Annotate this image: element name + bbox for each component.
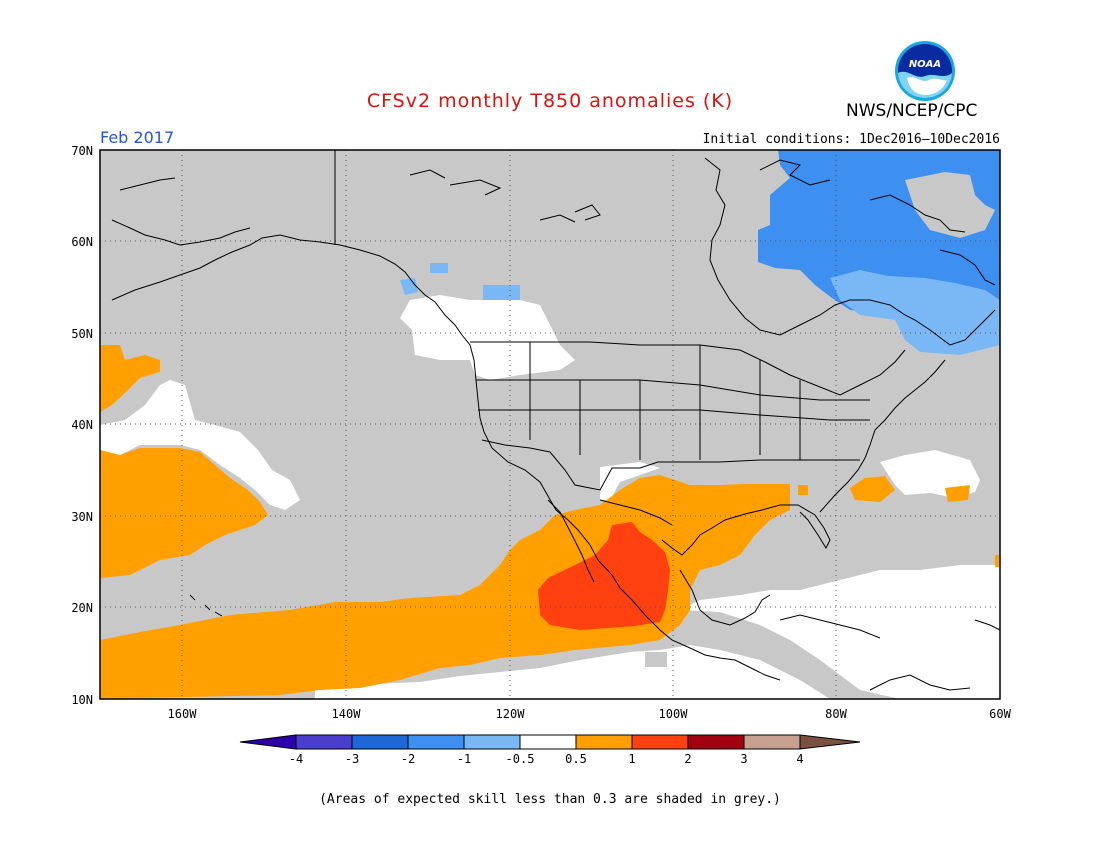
lat-label: 30N [71,510,93,524]
map-frame [99,149,1001,700]
colorbar-segment [575,734,633,750]
colorbar-label: 2 [684,752,691,766]
map-title: CFSv2 monthly T850 anomalies (K) [366,90,734,112]
colorbar-segment [295,734,353,750]
lat-label: 60N [71,235,93,249]
colorbar-label: 3 [740,752,747,766]
valid-month-label: Feb 2017 [100,128,175,147]
colorbar: -4 -3 -2 -1 -0.5 0.5 1 2 3 4 [239,734,861,766]
negative-anomaly-regions [400,150,1000,355]
neutral-regions [100,295,1000,699]
colorbar-segment [743,734,801,750]
colorbar-label: 0.5 [565,752,587,766]
colorbar-segment [407,734,465,750]
colorbar-segment [351,734,409,750]
initial-conditions-label: Initial conditions: 1Dec2016–10Dec2016 [702,132,1000,147]
latitude-labels: 70N 60N 50N 40N 30N 20N 10N [71,144,93,707]
colorbar-label: -4 [289,752,303,766]
lat-label: 20N [71,601,93,615]
colorbar-label: -1 [457,752,471,766]
lat-label: 50N [71,327,93,341]
political-boundaries [334,150,906,526]
colorbar-segment [687,734,745,750]
colorbar-label: -3 [345,752,359,766]
graticule [100,150,1000,699]
colorbar-label: -2 [401,752,415,766]
lat-label: 70N [71,144,93,158]
lon-label: 100W [659,707,689,721]
noaa-logo: NOAA [895,41,955,101]
lat-label: 10N [71,693,93,707]
logo-text: NOAA [909,59,941,70]
coastlines [111,157,1001,691]
lon-label: 120W [496,707,526,721]
lon-label: 140W [332,707,362,721]
skill-footnote: (Areas of expected skill less than 0.3 a… [319,792,781,807]
colorbar-segment [463,734,521,750]
lon-label: 60W [989,707,1011,721]
lon-label: 160W [168,707,198,721]
colorbar-label: 1 [628,752,635,766]
lat-label: 40N [71,418,93,432]
colorbar-label: -0.5 [506,752,535,766]
longitude-labels: 160W 140W 120W 100W 80W 60W [168,707,1012,721]
colorbar-segment [799,734,861,750]
colorbar-segment [631,734,689,750]
colorbar-segment [519,734,577,750]
colorbar-label: 4 [796,752,803,766]
positive-anomaly-regions [100,345,1000,699]
colorbar-segment [239,734,297,750]
organization-label: NWS/NCEP/CPC [846,101,978,121]
lon-label: 80W [825,707,847,721]
